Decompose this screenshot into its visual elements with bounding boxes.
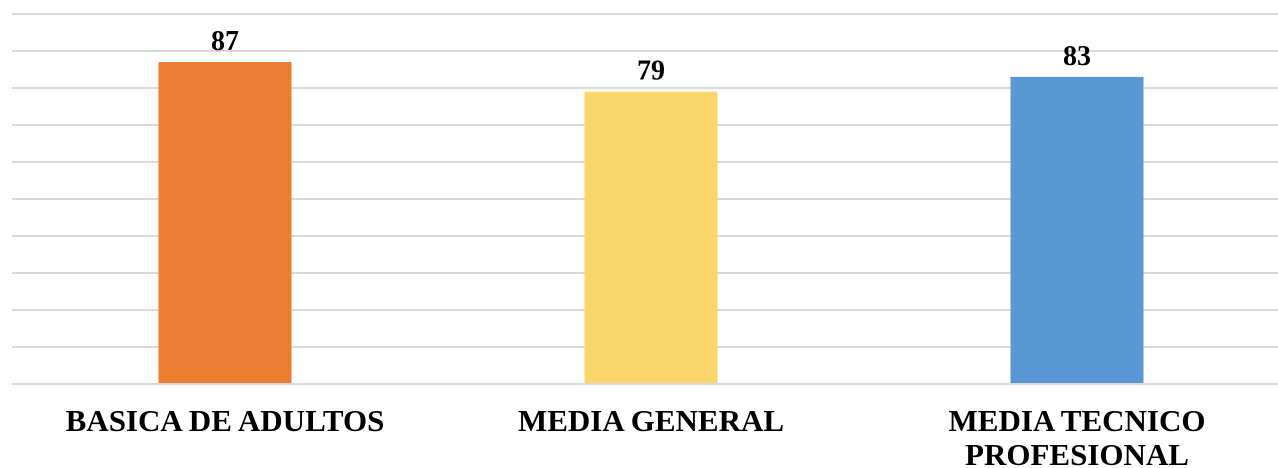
- category-label-line: BASICA DE ADULTOS: [66, 403, 385, 438]
- category-labels: BASICA DE ADULTOS MEDIA GENERAL MEDIA TECN…: [66, 403, 1206, 468]
- bar-1: [158, 62, 292, 384]
- data-label-1: 87: [211, 26, 239, 57]
- category-label-1: BASICA DE ADULTOS: [66, 403, 385, 438]
- data-labels: 87 79 83: [211, 26, 1091, 87]
- category-label-3: MEDIA TECNICO PROFESIONAL: [949, 403, 1206, 468]
- data-label-3: 83: [1063, 41, 1091, 72]
- category-label-line: MEDIA GENERAL: [518, 403, 784, 438]
- category-label-2: MEDIA GENERAL: [518, 403, 784, 438]
- category-label-line: MEDIA TECNICO: [949, 403, 1206, 438]
- category-label-line: PROFESIONAL: [965, 437, 1189, 468]
- bar-3: [1010, 76, 1144, 385]
- bars: [158, 62, 1144, 385]
- bar-2: [584, 91, 718, 384]
- data-label-2: 79: [637, 56, 665, 87]
